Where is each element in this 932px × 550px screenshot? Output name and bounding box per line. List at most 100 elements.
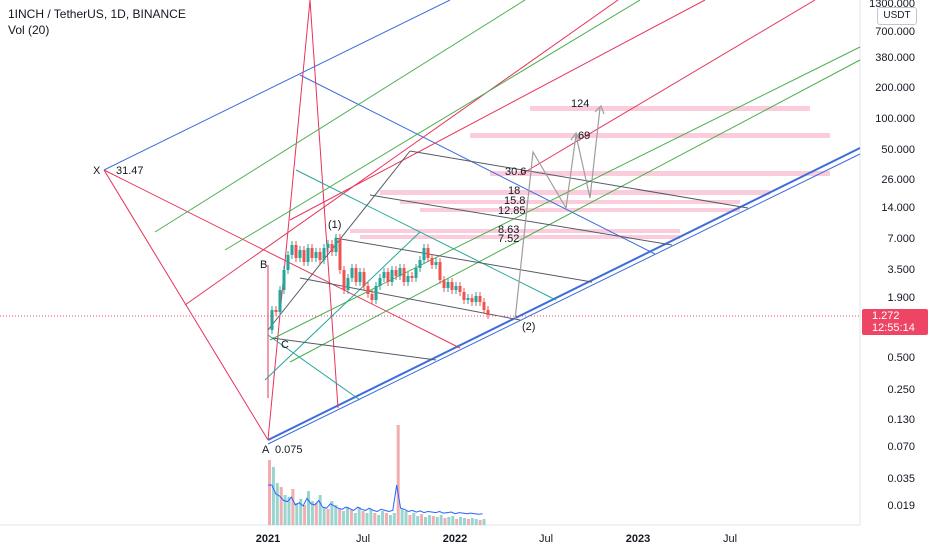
volume-bar [307, 491, 310, 525]
gray-line[interactable] [334, 237, 593, 283]
candle[interactable] [458, 286, 462, 292]
candle[interactable] [330, 244, 334, 252]
candle[interactable] [394, 270, 398, 276]
candle[interactable] [314, 252, 318, 258]
gray-line[interactable] [409, 150, 749, 209]
candle[interactable] [326, 244, 330, 248]
candle[interactable] [274, 310, 278, 312]
candle[interactable] [430, 258, 434, 265]
candle[interactable] [390, 270, 394, 282]
red-line[interactable] [103, 169, 461, 349]
volume-bar [322, 507, 326, 525]
candle[interactable] [302, 250, 306, 262]
candle[interactable] [474, 296, 478, 302]
candle[interactable] [402, 268, 406, 282]
teal-line[interactable] [295, 169, 557, 301]
candle[interactable] [370, 294, 374, 300]
red-line[interactable] [309, 0, 339, 409]
candle[interactable] [350, 268, 354, 278]
candle[interactable] [482, 302, 486, 310]
candle[interactable] [426, 248, 430, 258]
candle[interactable] [306, 248, 310, 262]
red-line[interactable] [267, 0, 311, 441]
red-line[interactable] [184, 0, 619, 306]
candle[interactable] [414, 268, 418, 278]
candle[interactable] [446, 282, 450, 288]
candle[interactable] [382, 272, 386, 278]
green-line[interactable] [224, 0, 641, 251]
green-pitchfork[interactable] [154, 0, 861, 363]
candle[interactable] [270, 310, 274, 330]
green-line[interactable] [289, 59, 861, 363]
blue-line[interactable] [103, 0, 451, 171]
candle[interactable] [450, 282, 454, 290]
candle[interactable] [486, 310, 490, 315]
volume-bar [287, 497, 291, 525]
candle[interactable] [374, 286, 378, 300]
price-tick-label: 380.000 [875, 52, 915, 64]
red-line[interactable] [289, 0, 706, 221]
green-line[interactable] [269, 46, 861, 341]
volume-indicator-label[interactable]: Vol (20) [8, 23, 50, 37]
candle[interactable] [358, 272, 362, 282]
candle[interactable] [310, 248, 314, 258]
candle[interactable] [346, 278, 350, 290]
candle[interactable] [362, 272, 366, 286]
candle[interactable] [338, 238, 342, 270]
volume-bar [295, 503, 299, 525]
volume-bar [420, 514, 424, 525]
candle[interactable] [378, 278, 382, 286]
teal-line[interactable] [267, 334, 361, 401]
volume-bar [314, 503, 318, 525]
candle[interactable] [406, 276, 410, 282]
candle[interactable] [322, 248, 326, 260]
candle[interactable] [470, 298, 474, 302]
candle[interactable] [410, 276, 414, 278]
candle[interactable] [318, 252, 322, 260]
candle[interactable] [334, 238, 338, 252]
candle[interactable] [454, 286, 458, 290]
currency-badge[interactable]: USDT [877, 7, 917, 25]
candle[interactable] [386, 272, 390, 282]
candle[interactable] [434, 262, 438, 265]
projection-path[interactable] [514, 107, 601, 321]
price-axis[interactable]: 1300.000 700.000 380.000 200.000 100.000 50.0… [869, 0, 915, 512]
volume-bars[interactable] [267, 425, 486, 525]
teal-line[interactable] [264, 231, 421, 381]
candle[interactable] [342, 270, 346, 290]
red-pitchfork[interactable] [103, 0, 816, 441]
price-candles[interactable] [270, 234, 490, 334]
candle[interactable] [286, 255, 290, 270]
blue-line[interactable] [267, 153, 861, 445]
candle[interactable] [466, 298, 470, 300]
candle[interactable] [298, 250, 302, 258]
red-line[interactable] [103, 169, 269, 441]
teal-lines[interactable] [264, 169, 557, 401]
candle[interactable] [290, 245, 294, 255]
blue-median-line[interactable] [267, 147, 861, 441]
candle[interactable] [282, 270, 286, 290]
blue-pitchfork[interactable] [103, 0, 861, 445]
candle[interactable] [278, 290, 282, 312]
blue-line[interactable] [299, 74, 656, 255]
time-axis[interactable]: 2021 Jul 2022 Jul 2023 Jul [256, 533, 737, 545]
candle[interactable] [294, 245, 298, 258]
gray-line[interactable] [369, 194, 673, 246]
candle[interactable] [418, 260, 422, 268]
volume-bar [338, 509, 342, 525]
gray-line[interactable] [271, 337, 437, 361]
candle[interactable] [354, 268, 358, 282]
green-line[interactable] [154, 0, 526, 233]
red-line[interactable] [519, 0, 816, 176]
candle[interactable] [442, 280, 446, 288]
candle[interactable] [398, 268, 402, 276]
price-tick-label: 100.000 [875, 113, 915, 125]
candle[interactable] [462, 292, 466, 300]
candle[interactable] [438, 262, 442, 280]
gray-line[interactable] [299, 277, 521, 321]
projection-arrows [570, 104, 605, 142]
candle[interactable] [366, 286, 370, 294]
candle[interactable] [478, 296, 482, 302]
candle[interactable] [422, 248, 426, 260]
